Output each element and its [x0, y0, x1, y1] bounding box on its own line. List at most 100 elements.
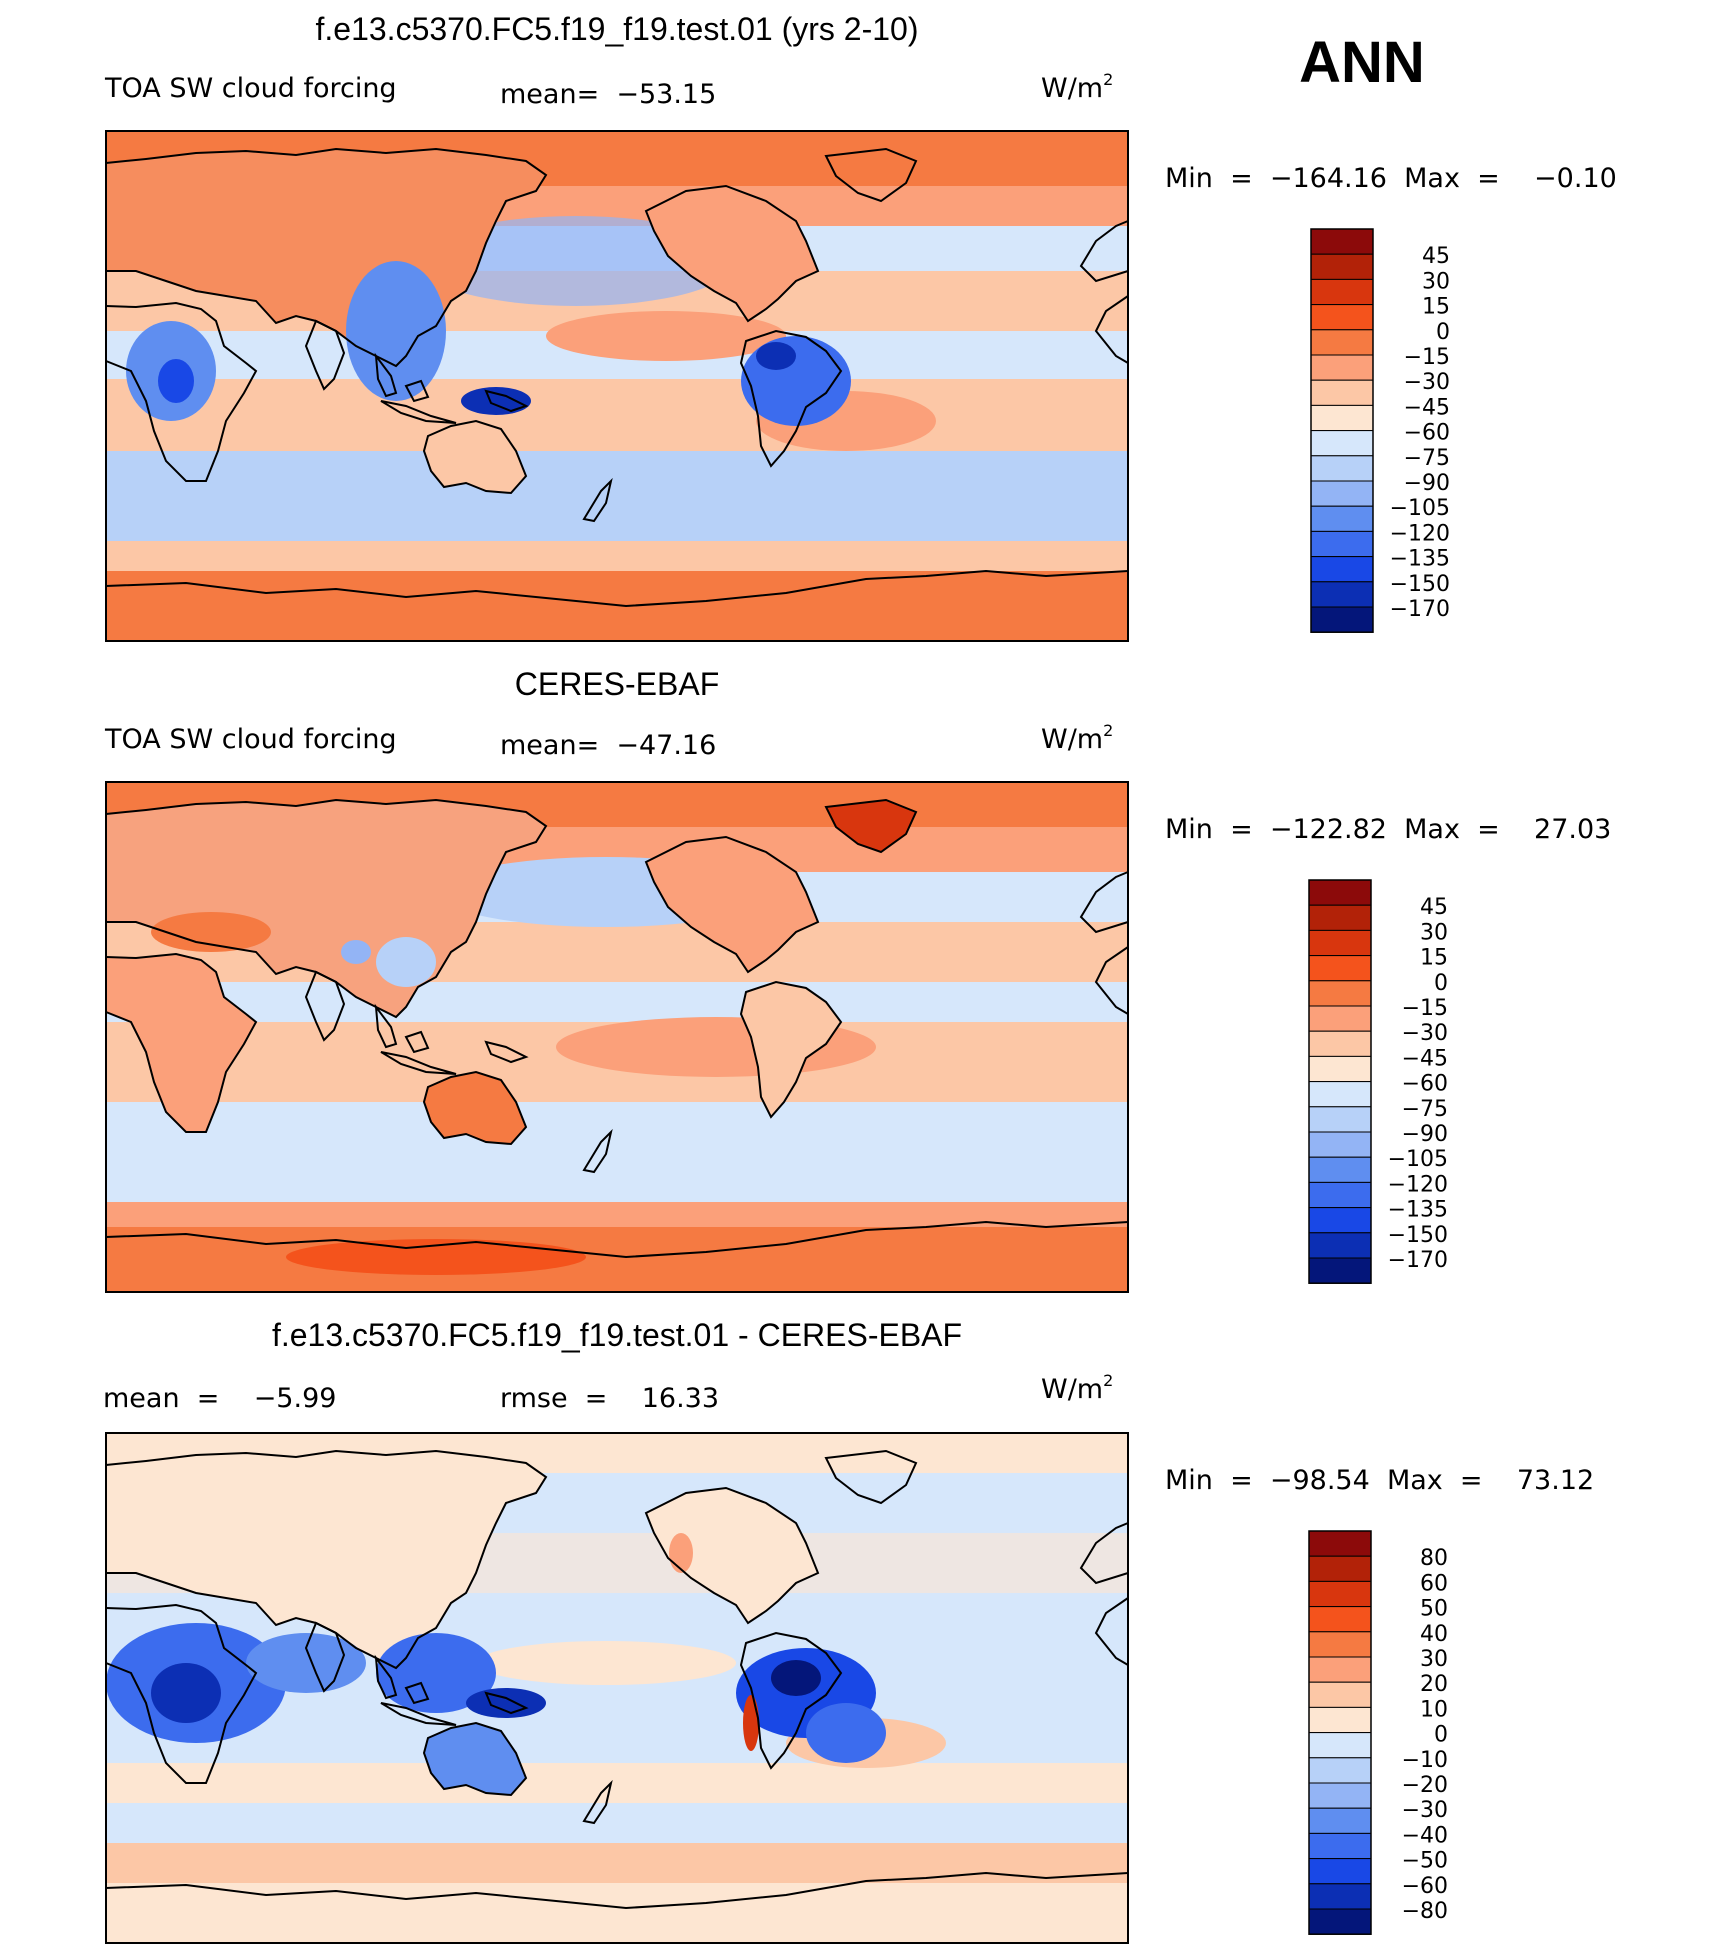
colorbar-tick-label: 0 [1434, 1723, 1448, 1748]
land-regions [106, 800, 916, 1144]
convective-regions [126, 261, 851, 426]
mean-label: mean= −53.15 [500, 79, 716, 110]
band-south-mid [106, 1763, 1128, 1803]
colorbar-tick-label: −15 [1404, 345, 1450, 370]
variable-label: TOA SW cloud forcing [104, 724, 397, 755]
mean-label: mean= −47.16 [500, 730, 716, 761]
colorbar-tick-label: 0 [1436, 320, 1450, 345]
colorbar-swatch [1308, 1656, 1372, 1683]
colorbar-swatch [1310, 304, 1374, 331]
colorbar-tick-label: −105 [1388, 1147, 1448, 1172]
colorbar-tick-label: −45 [1404, 395, 1450, 420]
land-regions [106, 1451, 818, 1795]
colorbar-swatch [1308, 1181, 1372, 1209]
colorbar-swatch [1310, 329, 1374, 356]
min-max-label: Min = −98.54 Max = 73.12 [1165, 1465, 1594, 1496]
colorbar-swatch [1310, 404, 1374, 432]
colorbar-swatch [1310, 228, 1374, 255]
colorbar-swatch [1308, 1106, 1372, 1133]
colorbar-swatch [1308, 955, 1372, 982]
band-south-mid [106, 541, 1128, 571]
colorbar-swatch [1310, 556, 1374, 583]
colorbar-swatch [1308, 1580, 1372, 1608]
colorbar-swatch [1310, 253, 1374, 280]
colorbar-tick-label: −60 [1402, 1874, 1448, 1899]
colorbar-swatch [1310, 278, 1374, 306]
colorbar-swatch [1308, 1732, 1372, 1759]
colorbar-swatch [1308, 929, 1372, 957]
band-south-storm [106, 1843, 1128, 1883]
colorbar-tick-label: 30 [1420, 1647, 1448, 1672]
units-label: W/m2 [1041, 721, 1113, 755]
colorbar-tick-label: −120 [1388, 1172, 1448, 1197]
colorbar-swatch [1308, 1908, 1372, 1935]
panel-model: f.e13.c5370.FC5.f19_f19.test.01 (yrs 2-1… [104, 11, 1617, 642]
band-south-mid [106, 1202, 1128, 1227]
colorbar-tick-label: −90 [1404, 471, 1450, 496]
map [105, 1432, 1129, 1944]
colorbar-swatch [1308, 1807, 1372, 1834]
colorbar-swatch [1310, 455, 1374, 482]
colorbar-tick-label: −150 [1388, 1223, 1448, 1248]
band-south-storm [106, 1102, 1128, 1202]
colorbar-swatch [1308, 1005, 1372, 1032]
colorbar-swatch [1308, 1156, 1372, 1183]
colorbar-swatch [1308, 1606, 1372, 1633]
colorbar-tick-label: −30 [1402, 1021, 1448, 1046]
colorbar-tick-label: −170 [1390, 597, 1450, 622]
map-frame [105, 781, 1129, 1293]
colorbar-swatch [1310, 606, 1374, 633]
colorbar-tick-label: 15 [1420, 946, 1448, 971]
colorbar-swatch [1310, 480, 1374, 507]
colorbar-tick-label: 60 [1420, 1571, 1448, 1596]
units-label: W/m2 [1041, 70, 1113, 104]
mean-label: mean = −5.99 [103, 1383, 336, 1414]
pacific-stratocumulus [546, 311, 786, 361]
map [105, 781, 1129, 1293]
colorbar: 4530150−15−30−45−60−75−90−105−120−135−15… [1308, 879, 1448, 1284]
colorbar-tick-label: −60 [1402, 1072, 1448, 1097]
colorbar-swatch [1308, 1030, 1372, 1057]
map [105, 130, 1129, 642]
colorbar-swatch [1308, 1555, 1372, 1582]
colorbar: 4530150−15−30−45−60−75−90−105−120−135−15… [1310, 228, 1450, 633]
colorbar-swatch [1308, 1232, 1372, 1259]
season-label: ANN [1299, 30, 1425, 95]
colorbar-swatch [1308, 1883, 1372, 1910]
colorbar-swatch [1308, 1207, 1372, 1234]
colorbar-tick-label: 50 [1420, 1597, 1448, 1622]
colorbar-swatch [1310, 505, 1374, 532]
colorbar-tick-label: −135 [1390, 547, 1450, 572]
colorbar-tick-label: −40 [1402, 1823, 1448, 1848]
colorbar-tick-label: −15 [1402, 996, 1448, 1021]
pacific-positive-bias [476, 1641, 736, 1685]
colorbar-swatch [1308, 1257, 1372, 1284]
band-antarctic [106, 1883, 1128, 1943]
colorbar-tick-label: −75 [1402, 1097, 1448, 1122]
colorbar-swatch [1310, 581, 1374, 608]
map-frame [105, 130, 1129, 642]
colorbar-tick-label: −170 [1388, 1248, 1448, 1273]
min-max-label: Min = −164.16 Max = −0.10 [1165, 163, 1617, 194]
colorbar-tick-label: −30 [1402, 1798, 1448, 1823]
colorbar-tick-label: −150 [1390, 572, 1450, 597]
band-antarctic [106, 1227, 1128, 1292]
colorbar-swatch [1308, 1530, 1372, 1557]
colorbar-tick-label: 45 [1422, 244, 1450, 269]
colorbar-tick-label: −45 [1402, 1046, 1448, 1071]
antarctic-high [286, 1239, 586, 1275]
panel-difference: f.e13.c5370.FC5.f19_f19.test.01 - CERES-… [103, 1317, 1594, 1944]
colorbar-frame [1308, 1530, 1372, 1935]
colorbar-swatch [1308, 1706, 1372, 1734]
colorbar-tick-label: 15 [1422, 295, 1450, 320]
band-itcz [106, 982, 1128, 1022]
map-frame [105, 1432, 1129, 1944]
rmse-label: rmse = 16.33 [500, 1383, 719, 1414]
colorbar-swatch [1308, 1055, 1372, 1083]
colorbar-tick-label: 30 [1422, 269, 1450, 294]
panel-title: f.e13.c5370.FC5.f19_f19.test.01 (yrs 2-1… [316, 11, 919, 47]
band-south-storm [106, 451, 1128, 541]
panel-observations: CERES-EBAF TOA SW cloud forcing mean= −4… [104, 666, 1611, 1293]
kuroshio-cloud [416, 216, 736, 306]
